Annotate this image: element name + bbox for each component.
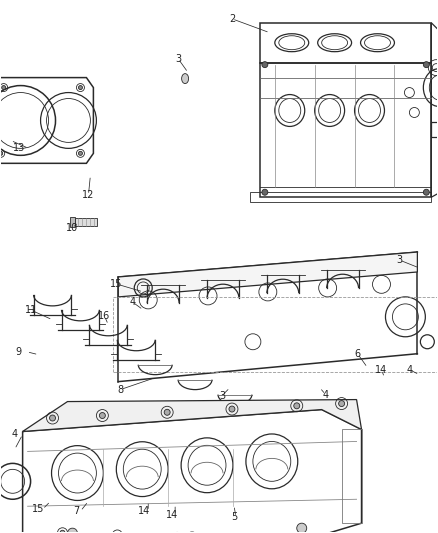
Text: 7: 7: [73, 506, 80, 516]
Circle shape: [294, 403, 300, 409]
Text: 15: 15: [110, 279, 123, 289]
Polygon shape: [75, 218, 97, 226]
Text: 10: 10: [66, 223, 78, 233]
Text: 8: 8: [117, 385, 124, 394]
Circle shape: [99, 413, 106, 418]
Circle shape: [60, 530, 65, 533]
Text: 14: 14: [166, 510, 178, 520]
Text: 13: 13: [13, 143, 25, 154]
Text: 15: 15: [32, 504, 45, 514]
Text: 5: 5: [231, 512, 237, 522]
Circle shape: [115, 532, 120, 533]
Text: 14: 14: [138, 506, 150, 516]
Circle shape: [297, 523, 307, 533]
Circle shape: [229, 406, 235, 412]
Circle shape: [424, 189, 429, 195]
Ellipse shape: [182, 74, 189, 84]
Text: 9: 9: [16, 347, 22, 357]
Text: 4: 4: [11, 430, 18, 440]
Polygon shape: [118, 252, 417, 297]
Text: 6: 6: [354, 349, 360, 359]
Polygon shape: [71, 217, 75, 227]
Text: 12: 12: [82, 190, 95, 200]
Circle shape: [78, 151, 82, 155]
Text: 3: 3: [175, 54, 181, 63]
Text: 4: 4: [323, 390, 329, 400]
Circle shape: [49, 415, 56, 421]
Circle shape: [339, 401, 345, 407]
Circle shape: [262, 62, 268, 68]
Circle shape: [164, 409, 170, 415]
Polygon shape: [23, 400, 361, 432]
Text: 3: 3: [219, 391, 225, 401]
Text: 4: 4: [406, 365, 413, 375]
Text: 14: 14: [375, 365, 388, 375]
Circle shape: [0, 151, 3, 155]
Circle shape: [2, 86, 6, 90]
Text: 3: 3: [396, 255, 403, 265]
Text: 16: 16: [98, 311, 110, 321]
Text: 4: 4: [129, 297, 135, 307]
Circle shape: [262, 189, 268, 195]
Circle shape: [78, 86, 82, 90]
Circle shape: [67, 528, 78, 533]
Text: 11: 11: [25, 305, 37, 315]
Circle shape: [424, 62, 429, 68]
Text: 2: 2: [229, 14, 235, 24]
